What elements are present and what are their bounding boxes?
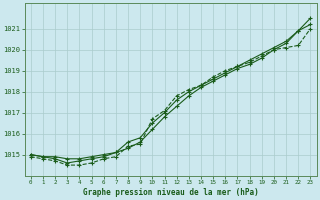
X-axis label: Graphe pression niveau de la mer (hPa): Graphe pression niveau de la mer (hPa) [83,188,259,197]
